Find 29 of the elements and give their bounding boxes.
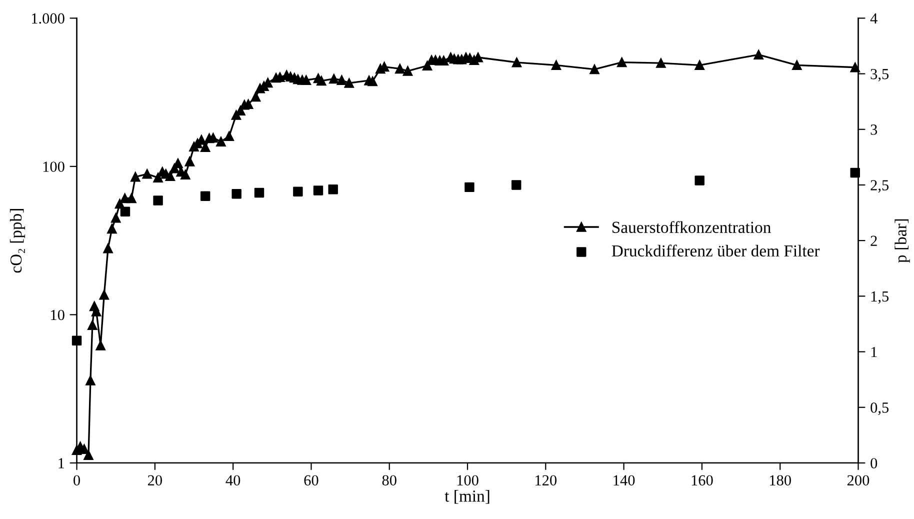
x-tick-label: 180 — [770, 475, 791, 486]
y2-tick-label: 1,5 — [871, 291, 889, 304]
x-tick-label: 0 — [74, 475, 80, 486]
y2-tick-label: 0,5 — [870, 402, 889, 415]
x-tick-label: 40 — [226, 475, 240, 486]
y-axis-title: cO₂ [ppb] — [10, 209, 26, 273]
y-tick-label: 1 — [58, 458, 64, 468]
y2-tick-label: 1 — [871, 346, 877, 358]
legend-label: Druckdifferenz über dem Filter — [612, 244, 820, 257]
y-tick-label: 100 — [43, 162, 64, 172]
x-tick-label: 160 — [692, 475, 713, 486]
y2-tick-label: 3,5 — [870, 68, 889, 82]
x-tick-label: 100 — [457, 475, 478, 486]
y-tick-label: 10 — [51, 310, 64, 320]
y2-tick-label: 2,5 — [870, 180, 889, 193]
legend-label: Sauerstoffkonzentration — [612, 221, 771, 234]
y2-tick-label: 0 — [870, 458, 878, 468]
x-tick-label: 120 — [536, 475, 557, 486]
x-tick-label: 200 — [847, 475, 870, 486]
y2-axis-title: p [bar] — [894, 219, 910, 263]
y-tick-label: 1.000 — [32, 13, 64, 24]
x-tick-label: 60 — [304, 475, 318, 486]
x-tick-label: 20 — [148, 475, 162, 486]
y2-tick-label: 3 — [870, 124, 878, 135]
x-axis-title: t [min] — [444, 490, 490, 504]
y2-tick-label: 2 — [870, 236, 877, 246]
x-tick-label: 140 — [614, 475, 635, 486]
x-tick-label: 80 — [382, 475, 396, 486]
y2-tick-label: 4 — [870, 13, 878, 24]
